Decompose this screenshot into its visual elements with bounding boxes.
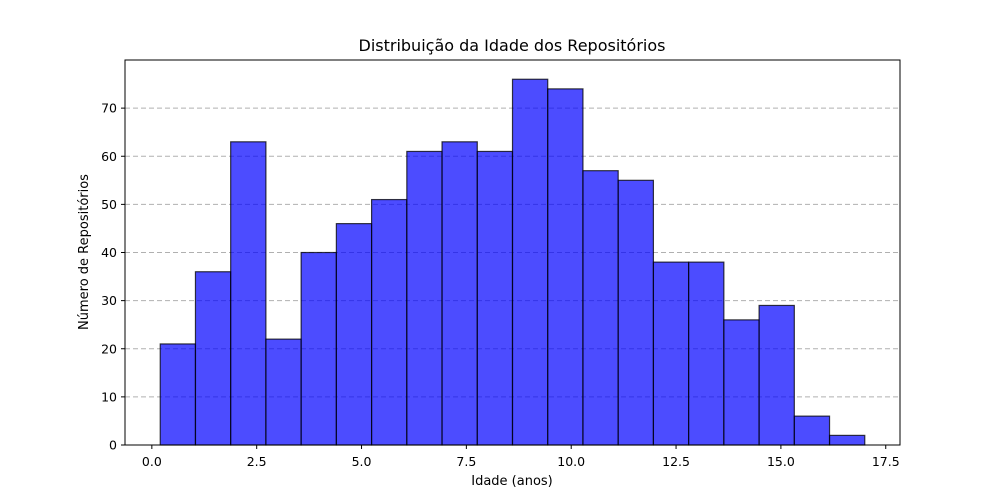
x-tick-label: 5.0 [352, 454, 372, 469]
y-tick-label: 40 [101, 245, 117, 260]
y-tick-label: 50 [101, 197, 117, 212]
histogram-bar [230, 141, 267, 446]
histogram-bar [511, 78, 549, 446]
histogram-bar [335, 223, 373, 446]
chart-title: Distribuição da Idade dos Repositórios [359, 36, 666, 55]
histogram-bar [406, 150, 443, 446]
histogram-bar [758, 304, 795, 446]
histogram-bar [159, 343, 197, 446]
x-tick-label: 15.0 [767, 454, 795, 469]
x-tick-label: 0.0 [142, 454, 162, 469]
histogram-bar [723, 319, 760, 446]
histogram-bar [617, 179, 655, 446]
histogram-bar [652, 261, 690, 446]
histogram-bar [194, 271, 232, 446]
y-tick-label: 30 [101, 293, 117, 308]
histogram-bar [265, 338, 302, 446]
histogram-bar [441, 141, 478, 446]
x-axis-label: Idade (anos) [471, 474, 553, 489]
bars [159, 78, 866, 446]
y-tick-label: 60 [101, 149, 117, 164]
histogram-bar [476, 150, 514, 446]
x-tick-label: 17.5 [872, 454, 900, 469]
x-tick-label: 2.5 [247, 454, 267, 469]
histogram-bar [547, 88, 584, 446]
histogram-bar [370, 198, 408, 446]
histogram-bar [793, 415, 831, 446]
y-axis-label: Número de Repositórios [77, 174, 92, 330]
y-axis-ticks: 0 10 20 30 40 50 60 70 [101, 101, 125, 453]
y-tick-label: 70 [101, 101, 117, 116]
histogram-bar [688, 261, 725, 446]
x-tick-label: 7.5 [456, 454, 476, 469]
y-tick-label: 0 [109, 438, 117, 453]
histogram-bar [582, 170, 619, 446]
y-tick-label: 10 [101, 389, 117, 404]
y-tick-label: 20 [101, 341, 117, 356]
x-tick-label: 10.0 [557, 454, 585, 469]
histogram-bar [828, 434, 866, 446]
histogram-bar [300, 251, 337, 446]
x-axis-ticks: 0.0 2.5 5.0 7.5 10.0 12.5 15.0 17.5 [142, 445, 900, 469]
x-tick-label: 12.5 [662, 454, 690, 469]
